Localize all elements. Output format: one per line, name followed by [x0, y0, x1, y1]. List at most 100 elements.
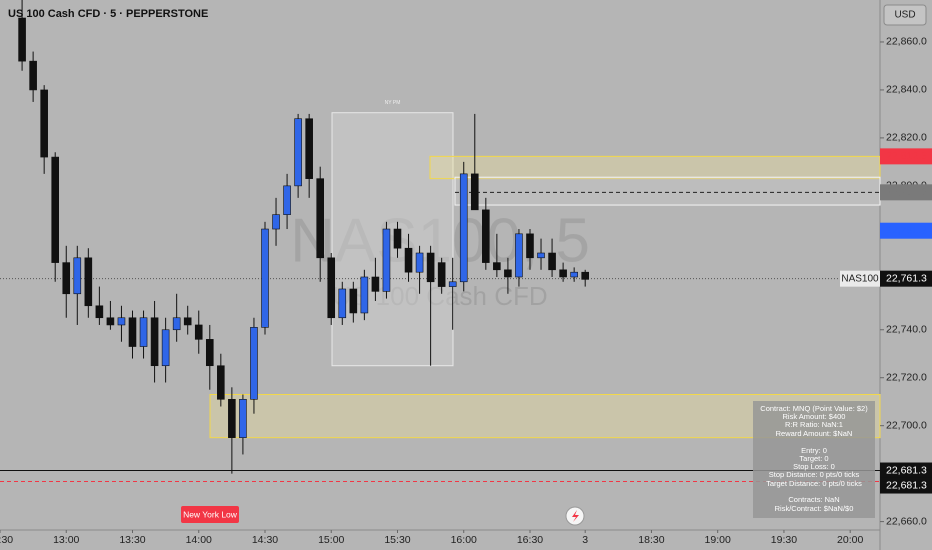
- candle-body: [515, 233, 523, 278]
- candle-body: [316, 178, 325, 259]
- price-label: 22,797.3: [886, 186, 927, 198]
- y-tick-label: 22,660.0: [886, 515, 927, 527]
- candle-body: [272, 214, 280, 230]
- info-line: Risk Amount: $400: [783, 412, 846, 421]
- price-label-box: [880, 270, 932, 287]
- x-tick-label: 13:00: [53, 534, 79, 546]
- candle-body: [51, 156, 60, 263]
- candle-body: [526, 233, 534, 259]
- candle-body: [239, 398, 247, 438]
- candle-body: [139, 317, 148, 347]
- price-label: 22,781.3: [886, 224, 927, 236]
- info-box: [753, 401, 875, 518]
- info-line: Stop Distance: 0 pts/0 ticks: [769, 470, 860, 479]
- candle-body: [493, 262, 501, 271]
- price-label: 22,761.3: [886, 272, 927, 284]
- zone: [429, 155, 881, 180]
- x-tick-label: 12:30: [0, 534, 13, 546]
- symbol-box: [840, 270, 880, 287]
- candle-body: [194, 324, 203, 340]
- candle-body: [581, 271, 589, 280]
- price-label: 22,812.3: [886, 150, 927, 162]
- candle-body: [183, 317, 192, 326]
- candle-body: [40, 89, 48, 158]
- candle-body: [29, 60, 37, 91]
- candle-body: [73, 257, 82, 295]
- x-tick-label: 14:00: [186, 534, 212, 546]
- x-tick-label: 16:00: [451, 534, 477, 546]
- candle-body: [205, 339, 214, 367]
- candle-body: [426, 252, 435, 283]
- x-tick-label: 15:30: [384, 534, 410, 546]
- price-label-box: [880, 148, 932, 165]
- candle-body: [349, 288, 358, 314]
- symbol-label: NAS100: [841, 273, 879, 284]
- candle-body: [117, 317, 126, 326]
- price-label-box: [880, 477, 932, 494]
- candle-body: [537, 252, 545, 259]
- x-tick-label: 18:30: [638, 534, 664, 546]
- candle-body: [62, 262, 71, 295]
- currency-button[interactable]: [883, 4, 927, 26]
- x-tick-label: 13:30: [119, 534, 145, 546]
- info-line: Entry: 0: [801, 446, 827, 455]
- candle-body: [338, 288, 347, 319]
- x-tick-label: 20:00: [837, 534, 863, 546]
- candle-body: [393, 228, 402, 249]
- candle-body: [570, 271, 578, 278]
- y-tick-label: 22,720.0: [886, 371, 927, 383]
- zone-label: NY PM: [385, 100, 401, 106]
- candle-body: [228, 398, 236, 438]
- candle-body: [161, 329, 170, 367]
- candle-body: [548, 252, 556, 271]
- x-tick-label: 19:00: [705, 534, 731, 546]
- flash-bolt: [572, 510, 579, 522]
- info-line: Target Distance: 0 pts/0 ticks: [766, 479, 862, 488]
- candle-body: [250, 327, 258, 400]
- y-tick-label: 22,740.0: [886, 324, 927, 336]
- y-tick-label: 22,860.0: [886, 36, 927, 48]
- info-line: Target: 0: [799, 454, 828, 463]
- candle-body: [217, 365, 225, 400]
- x-tick-label: 15:00: [318, 534, 344, 546]
- info-line: Risk/Contract: $NaN/$0: [775, 504, 854, 513]
- candle-body: [459, 173, 468, 283]
- candle-body: [504, 269, 512, 278]
- chart-title: US 100 Cash CFD · 5 · PEPPERSTONE: [8, 8, 208, 20]
- price-label-box: [880, 462, 932, 479]
- info-line: Contracts: NaN: [788, 495, 839, 504]
- candle-body: [128, 317, 137, 347]
- info-line: R:R Ratio: NaN:1: [785, 420, 843, 429]
- zone: [454, 176, 881, 206]
- candle-body: [18, 17, 26, 62]
- x-tick-label: 19:30: [771, 534, 797, 546]
- candle-body: [283, 185, 291, 215]
- candle-body: [470, 173, 479, 211]
- y-tick-label: 22,840.0: [886, 84, 927, 96]
- x-tick-label: 3: [582, 534, 588, 546]
- candle-body: [382, 228, 391, 292]
- candle-body: [261, 228, 269, 328]
- y-tick-label: 22,820.0: [886, 132, 927, 144]
- candle-body: [404, 247, 413, 273]
- info-line: Contract: MNQ (Point Value: $2): [760, 404, 868, 413]
- y-tick-label: 22,700.0: [886, 419, 927, 431]
- price-label: 22,681.3: [886, 464, 927, 476]
- candle-body: [371, 276, 380, 292]
- annotation-box: [181, 506, 239, 523]
- candle-body: [84, 257, 93, 307]
- annotation: New York Low: [183, 509, 238, 519]
- candle-body: [437, 262, 446, 287]
- candle-body: [305, 118, 313, 179]
- candle-body: [482, 209, 490, 263]
- candle-body: [294, 118, 302, 187]
- candle-body: [150, 317, 159, 367]
- price-label-box: [880, 222, 932, 239]
- zone: [331, 112, 454, 367]
- x-tick-label: 14:30: [252, 534, 278, 546]
- candle-body: [448, 281, 457, 287]
- candle-body: [415, 252, 424, 273]
- x-tick-label: 16:30: [517, 534, 543, 546]
